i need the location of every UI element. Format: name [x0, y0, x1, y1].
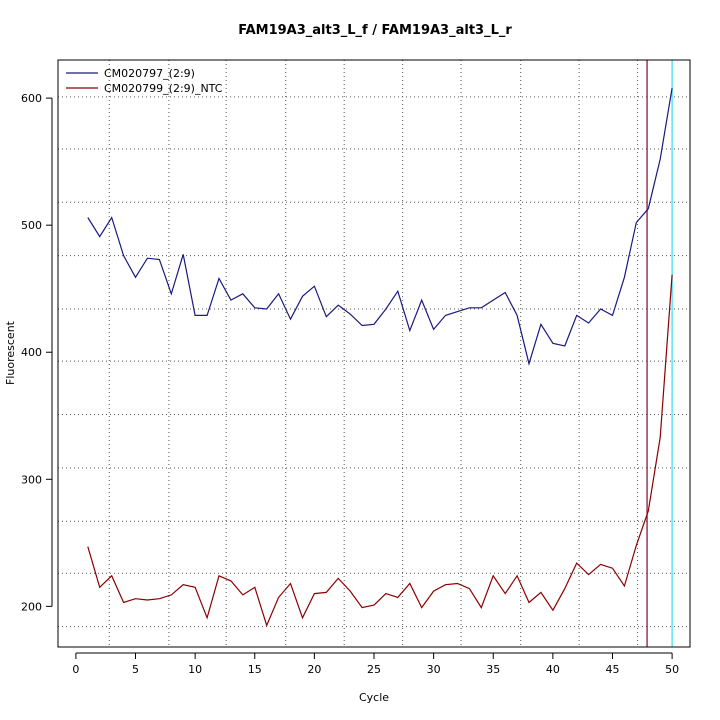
y-axis-label: Fluorescent: [4, 320, 17, 385]
y-tick-label: 500: [21, 219, 42, 232]
y-tick-label: 200: [21, 600, 42, 613]
x-tick-label: 35: [486, 663, 500, 676]
x-tick-label: 30: [427, 663, 441, 676]
x-tick-label: 50: [665, 663, 679, 676]
grid: [58, 60, 690, 647]
series-lines: [87, 87, 673, 628]
vertical-markers: [646, 60, 673, 647]
x-tick-label: 25: [367, 663, 381, 676]
plot-frame: [57, 59, 691, 648]
y-tick-label: 300: [21, 473, 42, 486]
x-axis-label: Cycle: [359, 691, 389, 704]
x-tick-label: 45: [605, 663, 619, 676]
series-line: [87, 87, 673, 366]
legend-label: CM020797_(2:9): [104, 67, 195, 80]
legend-label: CM020799_(2:9)_NTC: [104, 82, 223, 95]
series-line: [87, 274, 673, 628]
y-axis: 200 300 400 500 600: [21, 92, 53, 613]
x-tick-label: 5: [132, 663, 139, 676]
x-axis: 0 5 10 15 20 25 30 35 40 45 50: [72, 652, 679, 676]
x-tick-label: 40: [546, 663, 560, 676]
x-tick-label: 20: [307, 663, 321, 676]
x-tick-label: 10: [188, 663, 202, 676]
legend: CM020797_(2:9) CM020799_(2:9)_NTC: [66, 67, 223, 95]
chart-title: FAM19A3_alt3_L_f / FAM19A3_alt3_L_r: [238, 23, 512, 38]
y-tick-label: 400: [21, 346, 42, 359]
x-tick-label: 0: [72, 663, 79, 676]
x-tick-label: 15: [248, 663, 262, 676]
y-tick-label: 600: [21, 92, 42, 105]
